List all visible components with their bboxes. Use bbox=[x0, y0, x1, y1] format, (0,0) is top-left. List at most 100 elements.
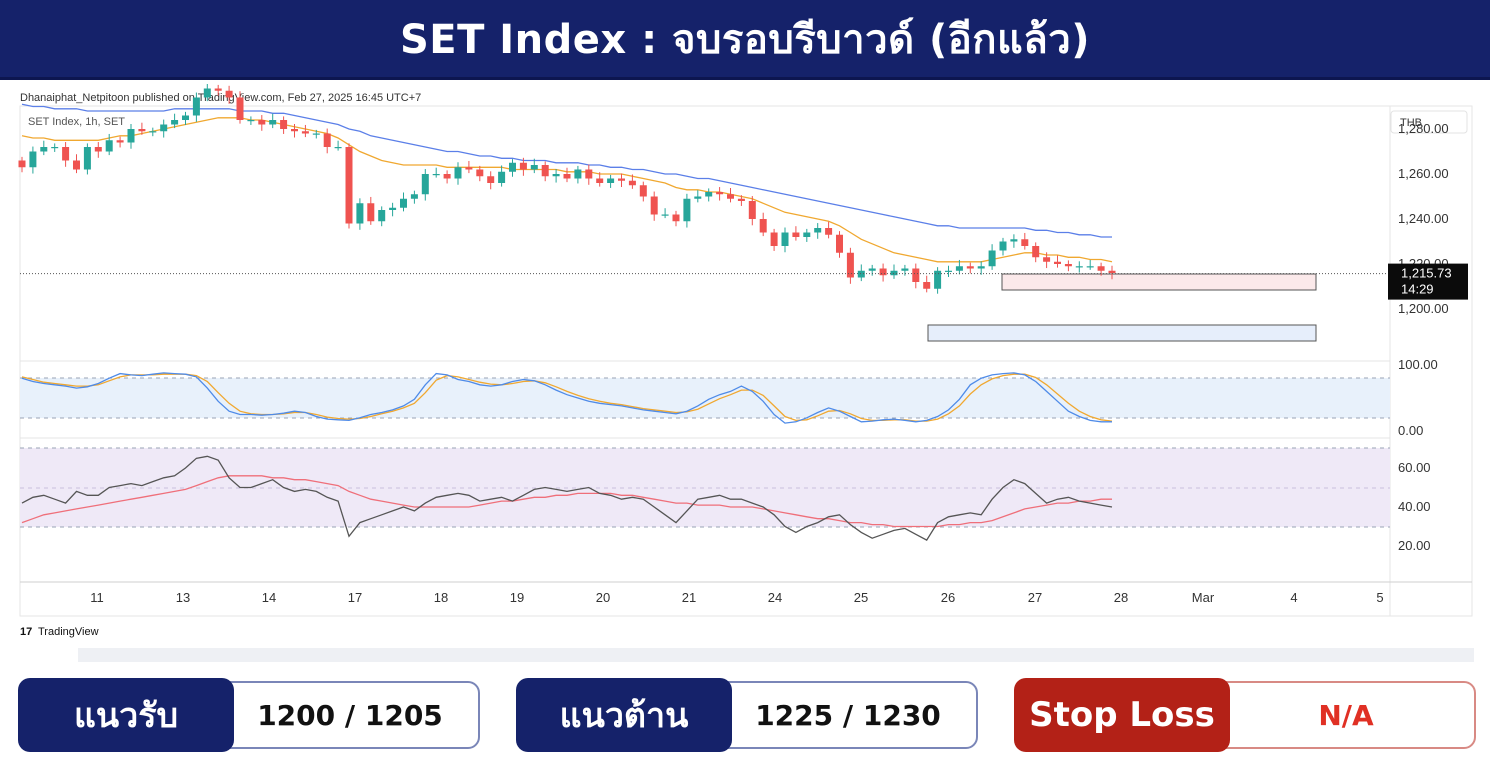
tradingview-chart: Dhanaiphat_Netpitoon published on Tradin… bbox=[8, 82, 1482, 652]
candle bbox=[356, 198, 364, 230]
candle bbox=[18, 156, 26, 173]
countdown-label: 14:29 bbox=[1401, 282, 1434, 297]
candle bbox=[138, 122, 146, 135]
candle bbox=[203, 82, 211, 102]
candle bbox=[988, 244, 996, 270]
date-tick-label: 19 bbox=[510, 590, 524, 605]
slow-ma-line bbox=[21, 103, 1112, 238]
candle bbox=[1054, 255, 1061, 268]
price-tick-label: 1,260.00 bbox=[1398, 166, 1449, 181]
tradingview-logo: 17 TradingView bbox=[20, 626, 99, 638]
stop-loss-value: N/A bbox=[1216, 681, 1476, 749]
candle bbox=[171, 113, 179, 129]
currency-badge bbox=[1390, 110, 1468, 134]
svg-text:17: 17 bbox=[20, 626, 32, 638]
candle bbox=[618, 173, 625, 188]
candle bbox=[966, 262, 974, 274]
rsi-ma-line bbox=[21, 475, 1112, 528]
candle bbox=[116, 136, 124, 148]
candle bbox=[1021, 232, 1029, 250]
stoch-band bbox=[20, 378, 1390, 418]
last-price-label: 1,215.73 bbox=[1401, 266, 1452, 281]
resistance-zone bbox=[1001, 273, 1317, 291]
date-tick-label: 5 bbox=[1376, 590, 1383, 605]
candle bbox=[574, 165, 582, 184]
resistance-value: 1225 / 1230 bbox=[718, 681, 978, 749]
candle bbox=[236, 91, 244, 124]
candle bbox=[628, 174, 636, 189]
candle bbox=[214, 84, 222, 96]
candle bbox=[912, 263, 920, 289]
candle bbox=[73, 154, 80, 174]
support-label: แนวรับ bbox=[18, 678, 234, 752]
title-banner: SET Index : จบรอบรีบาวด์ (อีกแล้ว) bbox=[0, 0, 1490, 80]
rsi-tick-label: 40.00 bbox=[1398, 499, 1431, 514]
candle bbox=[1097, 262, 1105, 276]
price-tick-label: 1,240.00 bbox=[1398, 211, 1449, 226]
candle bbox=[661, 208, 669, 219]
candle bbox=[770, 228, 778, 251]
candle bbox=[225, 85, 233, 104]
candle bbox=[1108, 265, 1116, 280]
candle bbox=[1043, 252, 1051, 269]
resistance-box: แนวต้าน 1225 / 1230 bbox=[516, 678, 978, 752]
candle bbox=[748, 196, 756, 226]
candle bbox=[639, 181, 647, 202]
candle bbox=[62, 142, 70, 167]
date-tick-label: 28 bbox=[1114, 590, 1128, 605]
candle bbox=[312, 129, 320, 139]
candle bbox=[498, 165, 506, 187]
candle bbox=[857, 264, 865, 282]
candle bbox=[1032, 242, 1040, 263]
date-tick-label: 14 bbox=[262, 590, 276, 605]
rsi-band bbox=[20, 448, 1390, 527]
brand-label: TradingView bbox=[38, 626, 99, 638]
candle bbox=[759, 212, 767, 237]
candle bbox=[378, 206, 386, 227]
date-tick-label: 13 bbox=[176, 590, 190, 605]
candle bbox=[127, 124, 135, 149]
candle bbox=[519, 157, 527, 176]
candle bbox=[269, 113, 277, 129]
candle bbox=[334, 140, 342, 151]
last-price-badge bbox=[1388, 263, 1468, 300]
symbol-label: SET Index, 1h, SET bbox=[28, 116, 125, 128]
candle bbox=[879, 263, 887, 282]
candle bbox=[367, 196, 375, 225]
date-tick-label: 4 bbox=[1290, 590, 1297, 605]
rsi-tick-label: 20.00 bbox=[1398, 538, 1431, 553]
candle bbox=[541, 161, 549, 182]
support-value: 1200 / 1205 bbox=[220, 681, 480, 749]
candle bbox=[814, 223, 822, 239]
candle bbox=[454, 162, 462, 185]
stoch-tick-label: 0.00 bbox=[1398, 423, 1423, 438]
currency-label: THB bbox=[1400, 117, 1422, 129]
candle bbox=[83, 143, 91, 175]
candle bbox=[694, 190, 702, 203]
candle bbox=[291, 124, 298, 138]
candle bbox=[683, 193, 691, 228]
candle bbox=[836, 231, 843, 258]
candle bbox=[530, 158, 538, 174]
date-tick-label: 26 bbox=[941, 590, 955, 605]
candle bbox=[1010, 234, 1018, 248]
candle bbox=[149, 127, 157, 137]
candle bbox=[672, 210, 680, 227]
candle bbox=[955, 259, 963, 275]
candle bbox=[323, 128, 331, 154]
candle bbox=[846, 247, 854, 284]
candle bbox=[160, 119, 168, 138]
candle bbox=[705, 188, 713, 202]
candle bbox=[280, 116, 288, 134]
date-tick-label: 27 bbox=[1028, 590, 1042, 605]
candle bbox=[400, 192, 407, 212]
price-tick-label: 1,280.00 bbox=[1398, 121, 1449, 136]
candle bbox=[40, 140, 48, 156]
chart-panel: Dhanaiphat_Netpitoon published on Tradin… bbox=[8, 82, 1482, 652]
candle bbox=[977, 261, 985, 275]
stoch-d-line bbox=[21, 373, 1113, 422]
page-title: SET Index : จบรอบรีบาวด์ (อีกแล้ว) bbox=[399, 16, 1091, 63]
candle bbox=[192, 92, 200, 122]
candle bbox=[29, 146, 37, 174]
candle bbox=[301, 124, 309, 138]
